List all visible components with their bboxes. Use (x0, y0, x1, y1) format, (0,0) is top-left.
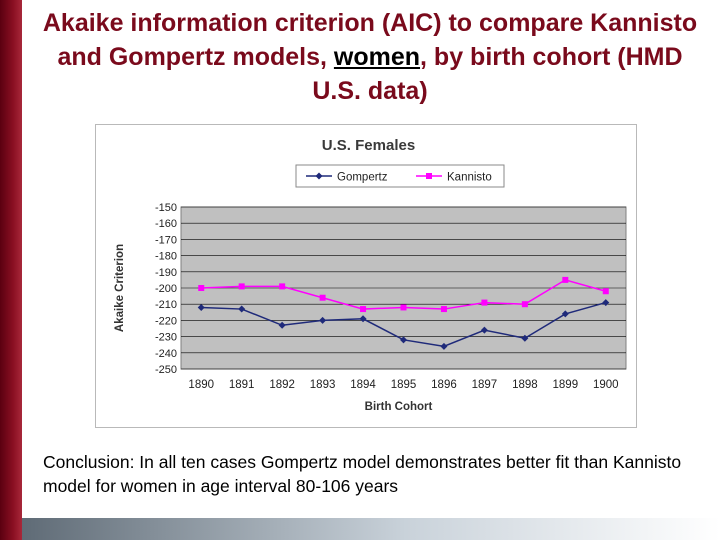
y-tick-label: -150 (155, 202, 177, 214)
legend-marker-kannisto (426, 173, 432, 179)
data-point-gompertz (400, 336, 407, 344)
y-axis-label: Akaike Criterion (114, 244, 126, 332)
data-point-kannisto (198, 285, 205, 291)
x-tick-label: 1894 (350, 379, 376, 391)
data-point-kannisto (481, 299, 488, 306)
bottom-accent-bar (22, 518, 720, 540)
y-tick-label: -180 (155, 251, 177, 263)
x-tick-label: 1895 (391, 379, 417, 391)
x-tick-label: 1898 (512, 379, 538, 391)
data-point-kannisto (360, 306, 367, 313)
x-tick-label: 1896 (431, 379, 457, 391)
data-point-gompertz (319, 316, 327, 324)
y-tick-label: -230 (155, 332, 177, 344)
title-text-part2: , by birth cohort (HMD U.S. data) (312, 43, 683, 105)
data-point-kannisto (238, 283, 245, 290)
data-point-gompertz (480, 326, 488, 334)
y-tick-label: -220 (155, 315, 177, 327)
y-tick-label: -210 (155, 299, 177, 311)
x-axis-label: Birth Cohort (365, 401, 433, 413)
x-tick-label: 1890 (188, 379, 214, 391)
slide-title: Akaike information criterion (AIC) to co… (40, 6, 700, 108)
y-tick-label: -200 (155, 283, 177, 295)
y-tick-label: -170 (155, 234, 177, 246)
data-point-gompertz (602, 299, 610, 307)
legend-box (295, 164, 505, 188)
legend-marker-gompertz (315, 172, 323, 180)
y-tick-label: -160 (155, 218, 177, 230)
x-tick-label: 1899 (553, 379, 579, 391)
title-underlined-word: women (333, 43, 421, 71)
x-tick-label: 1900 (593, 379, 619, 391)
aic-line-chart: U.S. Females Gompertz Kannisto -150 -160 -170… (114, 137, 627, 413)
data-point-kannisto (562, 276, 569, 283)
x-tick-label: 1893 (310, 379, 336, 391)
data-point-gompertz (278, 321, 286, 329)
data-point-gompertz (359, 315, 367, 323)
data-point-gompertz (197, 303, 205, 311)
x-tick-label: 1892 (269, 379, 295, 391)
chart-title: U.S. Females (322, 137, 415, 154)
y-tick-label: -190 (155, 267, 177, 279)
left-accent-bar (0, 0, 22, 540)
chart-frame: U.S. Females Gompertz Kannisto -150 -160 -170… (95, 124, 637, 428)
conclusion-text: Conclusion: In all ten cases Gompertz mo… (43, 452, 682, 496)
title-text-part1: Akaike information criterion (AIC) to co… (42, 9, 698, 71)
legend-label-gompertz: Gompertz (337, 172, 388, 184)
y-tick-label: -240 (155, 348, 177, 360)
data-point-kannisto (521, 301, 528, 308)
data-point-kannisto (440, 306, 447, 313)
data-point-gompertz (521, 334, 529, 342)
data-point-gompertz (440, 342, 448, 350)
data-point-kannisto (602, 288, 609, 295)
y-tick-label: -250 (155, 364, 177, 376)
legend-label-kannisto: Kannisto (447, 172, 492, 184)
data-point-gompertz (238, 305, 246, 313)
data-point-kannisto (400, 304, 407, 311)
data-point-kannisto (279, 283, 286, 290)
data-point-gompertz (561, 310, 569, 318)
data-point-kannisto (319, 294, 326, 301)
x-tick-label: 1897 (472, 379, 498, 391)
x-tick-label: 1891 (229, 379, 255, 391)
